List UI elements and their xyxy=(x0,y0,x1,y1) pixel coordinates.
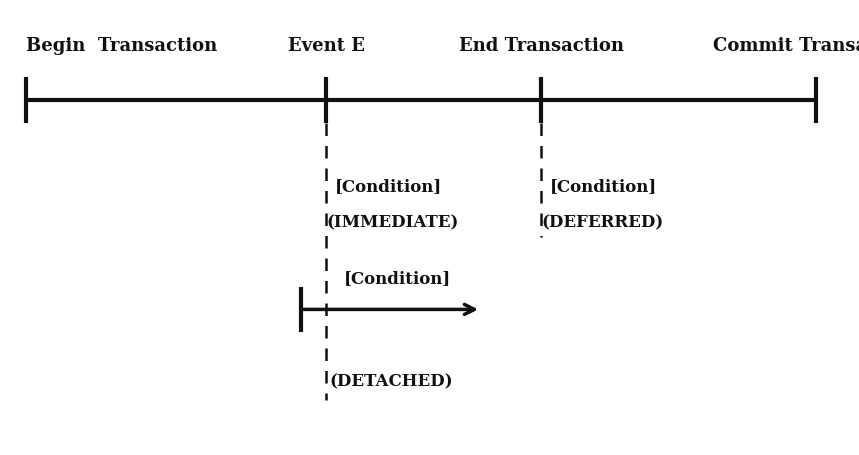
Text: [Condition]: [Condition] xyxy=(344,270,451,287)
Text: [Condition]: [Condition] xyxy=(335,178,442,195)
Text: (DETACHED): (DETACHED) xyxy=(329,374,453,391)
Text: Event E: Event E xyxy=(288,36,365,55)
Text: Begin  Transaction: Begin Transaction xyxy=(26,36,217,55)
Text: (IMMEDIATE): (IMMEDIATE) xyxy=(326,214,459,232)
Text: [Condition]: [Condition] xyxy=(550,178,657,195)
Text: Commit Transaction: Commit Transaction xyxy=(713,36,859,55)
Text: (DEFERRED): (DEFERRED) xyxy=(541,214,663,232)
Text: End Transaction: End Transaction xyxy=(459,36,624,55)
